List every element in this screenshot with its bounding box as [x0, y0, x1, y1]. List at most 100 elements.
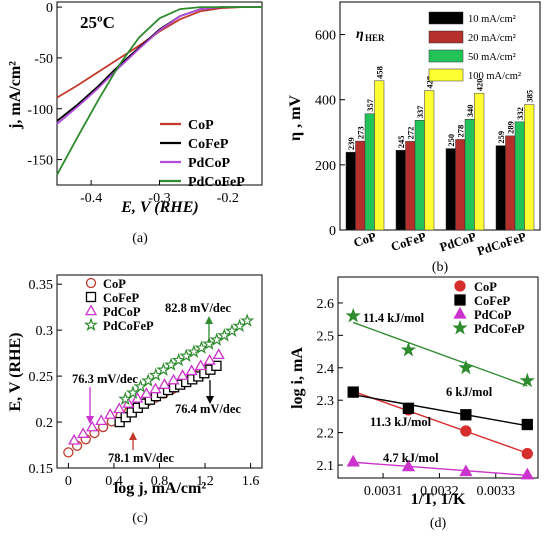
panel-a-ylabel: j, mA/cm² [7, 61, 24, 130]
panel-c-marker [179, 348, 194, 362]
panel-c-marker [104, 408, 117, 419]
panel-b-category-label: PdCoP [438, 229, 478, 254]
panel-b-annotation-sub: HER [365, 33, 385, 43]
panel-c-legend-label: CoP [103, 277, 126, 291]
panel-d-marker-filled [458, 359, 474, 375]
panel-b-bar-label: 272 [405, 127, 415, 140]
panel-c-legend-marker [85, 277, 97, 289]
panel-b-legend-label: 20 mA/cm² [468, 33, 516, 44]
panel-d-ytick-label: 2.4 [317, 362, 335, 377]
panel-d-annotation: 4.7 kJ/mol [383, 451, 439, 465]
panel-c-marker [156, 362, 171, 376]
panel-c-legend-label: PdCoFeP [103, 319, 154, 333]
panel-d-marker-filled [521, 418, 533, 431]
panel-b-bar-label: 385 [524, 90, 534, 103]
panel-c-marker [203, 354, 216, 365]
panel-d-legend-marker-filled [454, 280, 466, 292]
panel-d-legend-label: CoP [474, 280, 497, 294]
panel-c-marker [176, 369, 189, 380]
panel-a-annotation: 25ºC [80, 13, 115, 32]
panel-b-bar-label: 245 [396, 135, 406, 148]
panel-c-marker [158, 378, 171, 389]
panel-b-bar-label: 259 [496, 131, 506, 144]
panel-a-xtick-label: -0.3 [148, 191, 170, 206]
panel-d-marker-filled [460, 409, 472, 421]
panel-c-legend-marker [85, 291, 97, 303]
panel-b-ytick-label: 400 [315, 94, 336, 109]
panel-b-bar [514, 121, 525, 231]
panel-d-xtick-label: 0.0031 [364, 484, 403, 499]
panel-b-bar-label: 428 [424, 76, 434, 89]
panel-b-bar-label: 278 [455, 125, 465, 138]
panel-d-marker-filled [347, 386, 359, 398]
panel-b-bar-label: 458 [374, 66, 384, 79]
panel-d-ylabel: log i, mA [289, 347, 306, 409]
panel-b-category-label: PdCoFeP [475, 229, 528, 258]
panel-b-bar [395, 149, 406, 231]
panel-c-xtick-label: 0.8 [151, 474, 169, 489]
panel-a-series-line [56, 6, 262, 176]
panel-c-legend-marker [83, 317, 99, 332]
panel-b-bar [505, 135, 516, 231]
panel-c-tag: (c) [132, 511, 148, 526]
panel-b-legend-label: 10 mA/cm² [468, 14, 516, 25]
panel-d-marker-filled [400, 341, 417, 357]
panel-c-arrowhead [129, 432, 137, 440]
panel-b-ytick-label: 0 [329, 224, 336, 239]
panel-d-xlabel: 1/T, 1/K [411, 491, 466, 508]
panel-d-ytick-label: 2.6 [317, 297, 335, 312]
panel-c-marker [77, 427, 90, 438]
panel-a-legend-label: CoP [188, 118, 214, 133]
panel-d-marker-filled [519, 372, 535, 388]
panel-b-bar [445, 148, 456, 231]
panel-b-bar-label: 340 [465, 105, 475, 118]
panel-b-category-label: CoFeP [389, 229, 428, 254]
panel-d-marker-filled [401, 459, 416, 472]
panel-c-marker [171, 352, 186, 367]
panel-c-arrowhead [205, 316, 213, 324]
panel-c-xtick-label: 0 [65, 474, 72, 489]
panel-a-ytick-label: 0 [46, 1, 53, 16]
panel-d-marker-filled [402, 402, 415, 414]
panel-b-bar [424, 90, 435, 231]
panel-b-bar [414, 119, 425, 231]
panel-c-xlabel: log j, mA/cm² [114, 480, 207, 497]
panel-c-marker [113, 402, 126, 414]
panel-b-bar-label: 332 [515, 107, 525, 120]
panel-a-ytick-label: -150 [27, 154, 53, 169]
panel-c-annotation: 76.4 mV/dec [175, 402, 241, 416]
panel-b-bar [455, 139, 466, 231]
panel-c-ytick-label: 0.25 [29, 370, 54, 385]
panel-b-bar [495, 145, 506, 231]
panel-c-ytick-label: 0.3 [36, 324, 54, 339]
panel-d-ytick-label: 2.5 [317, 329, 335, 344]
panel-c-marker [63, 447, 74, 458]
panel-b-bar-label: 420 [474, 78, 484, 91]
panel-a-tag: (a) [132, 231, 148, 246]
panel-d-legend-marker-filled [454, 294, 466, 306]
panel-a-xlabel: E, V (RHE) [120, 199, 199, 216]
panel-d-fit-line [353, 461, 528, 477]
panel-c-marker [202, 336, 217, 350]
panel-d-legend-label: CoFeP [474, 294, 510, 308]
panel-d-marker-filled [520, 467, 534, 480]
panel-c-marker [86, 420, 99, 432]
panel-d-annotation: 11.4 kJ/mol [363, 311, 425, 325]
panel-c-ytick-label: 0.15 [29, 462, 54, 477]
panel-a-xtick-label: -0.4 [80, 191, 102, 206]
panel-b-legend-swatch [428, 30, 464, 44]
panel-d-ytick-label: 2.1 [317, 459, 335, 474]
panel-b-legend-swatch [428, 11, 464, 25]
panel-b-ytick-label: 600 [315, 29, 336, 44]
panel-d-annotation: 6 kJ/mol [446, 385, 493, 399]
panel-d-legend-marker-filled [453, 306, 467, 319]
panel-c-marker [209, 332, 224, 346]
panel-d-fit-line [353, 393, 528, 427]
panel-b-legend-label: 100 mA/cm² [468, 71, 521, 82]
panel-c-marker [240, 313, 255, 327]
panel-a-legend-label: CoFeP [188, 137, 229, 152]
panel-a-xtick-label: -0.2 [217, 191, 239, 206]
panel-d-fit-line [352, 321, 528, 387]
panel-c-ytick-label: 0.35 [29, 278, 54, 293]
panel-d-legend-label: PdCoP [474, 308, 512, 322]
